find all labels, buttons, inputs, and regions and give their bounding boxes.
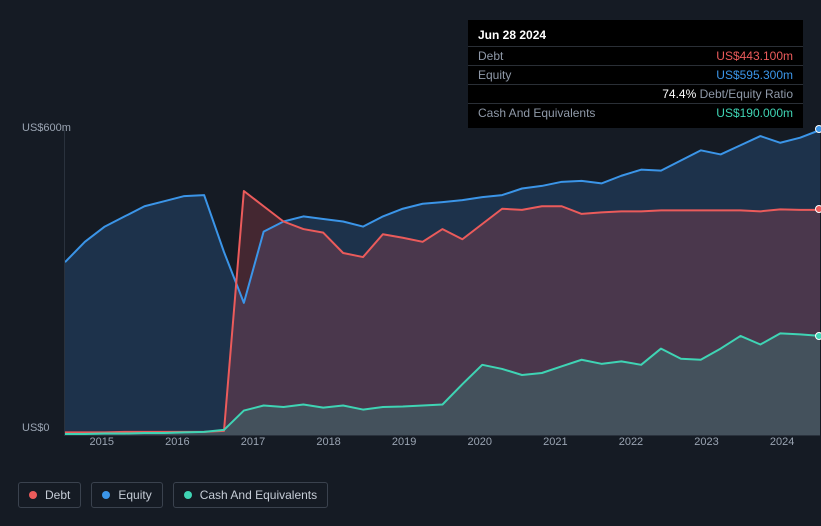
- chart-plot-area[interactable]: [64, 130, 820, 436]
- legend-label: Equity: [118, 488, 151, 502]
- tooltip-row: Equity US$595.300m: [468, 65, 803, 84]
- x-axis-tick: 2021: [518, 436, 594, 448]
- x-axis-tick: 2018: [291, 436, 367, 448]
- tooltip-row-label: Debt: [478, 49, 503, 63]
- tooltip-row-label: Cash And Equivalents: [478, 106, 595, 120]
- legend-item[interactable]: Cash And Equivalents: [173, 482, 328, 508]
- legend-dot-icon: [102, 491, 110, 499]
- chart-tooltip: Jun 28 2024 Debt US$443.100m Equity US$595.…: [468, 20, 803, 128]
- legend-dot-icon: [29, 491, 37, 499]
- series-end-marker: [815, 332, 821, 340]
- tooltip-row: Cash And Equivalents US$190.000m: [468, 103, 803, 122]
- legend-item[interactable]: Equity: [91, 482, 162, 508]
- legend-dot-icon: [184, 491, 192, 499]
- tooltip-row-label: Equity: [478, 68, 511, 82]
- legend-item[interactable]: Debt: [18, 482, 81, 508]
- legend-label: Debt: [45, 488, 70, 502]
- tooltip-row: 74.4% Debt/Equity Ratio: [468, 84, 803, 103]
- tooltip-row-value: US$190.000m: [716, 106, 793, 120]
- x-axis-tick: 2023: [669, 436, 745, 448]
- x-axis-tick: 2015: [64, 436, 140, 448]
- chart-legend: Debt Equity Cash And Equivalents: [18, 482, 328, 508]
- x-axis-tick: 2020: [442, 436, 518, 448]
- legend-label: Cash And Equivalents: [200, 488, 317, 502]
- series-end-marker: [815, 205, 821, 213]
- series-end-marker: [815, 125, 821, 133]
- x-axis-tick: 2022: [593, 436, 669, 448]
- x-axis-tick: 2019: [366, 436, 442, 448]
- tooltip-row: Debt US$443.100m: [468, 46, 803, 65]
- x-axis-labels: 2015201620172018201920202021202220232024: [64, 436, 820, 448]
- x-axis-tick: 2024: [744, 436, 820, 448]
- tooltip-row-value: 74.4% Debt/Equity Ratio: [662, 87, 793, 101]
- tooltip-row-value: US$595.300m: [716, 68, 793, 82]
- y-axis-label-min: US$0: [22, 422, 50, 434]
- debt-equity-chart: US$600m US$0 201520162017201820192020202…: [16, 120, 805, 450]
- x-axis-tick: 2017: [215, 436, 291, 448]
- x-axis-tick: 2016: [140, 436, 216, 448]
- tooltip-date: Jun 28 2024: [468, 26, 803, 46]
- tooltip-row-value: US$443.100m: [716, 49, 793, 63]
